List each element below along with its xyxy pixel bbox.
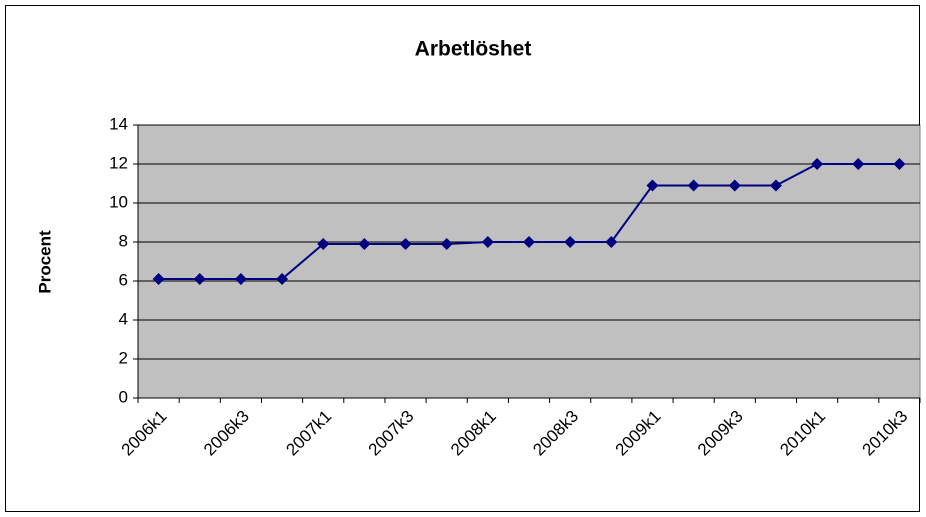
marker [523,236,535,248]
y-tick-label: 10 [109,192,128,211]
y-tick-label: 12 [109,153,128,172]
marker [728,179,741,192]
marker [358,237,371,250]
y-tick-label: 8 [119,231,128,250]
marker [193,273,206,286]
marker [440,237,453,250]
y-tick-label: 14 [109,114,128,133]
marker [317,237,330,250]
marker [852,158,865,170]
y-tick-label: 2 [119,348,128,367]
marker [646,179,659,192]
marker [399,237,412,250]
y-tick-label: 0 [119,387,128,406]
plot-area [137,124,921,399]
y-axis-label: Procent [35,230,54,294]
marker [893,158,906,170]
marker [152,273,165,286]
marker [769,179,782,192]
marker [564,236,577,248]
marker [687,179,700,192]
marker [481,236,494,248]
chart-title: Arbetlöshet [415,38,532,61]
y-tick-label: 6 [119,270,128,289]
marker [811,158,824,170]
marker [276,273,289,286]
y-tick-label: 4 [119,309,128,328]
marker [234,273,247,286]
marker [605,236,618,248]
